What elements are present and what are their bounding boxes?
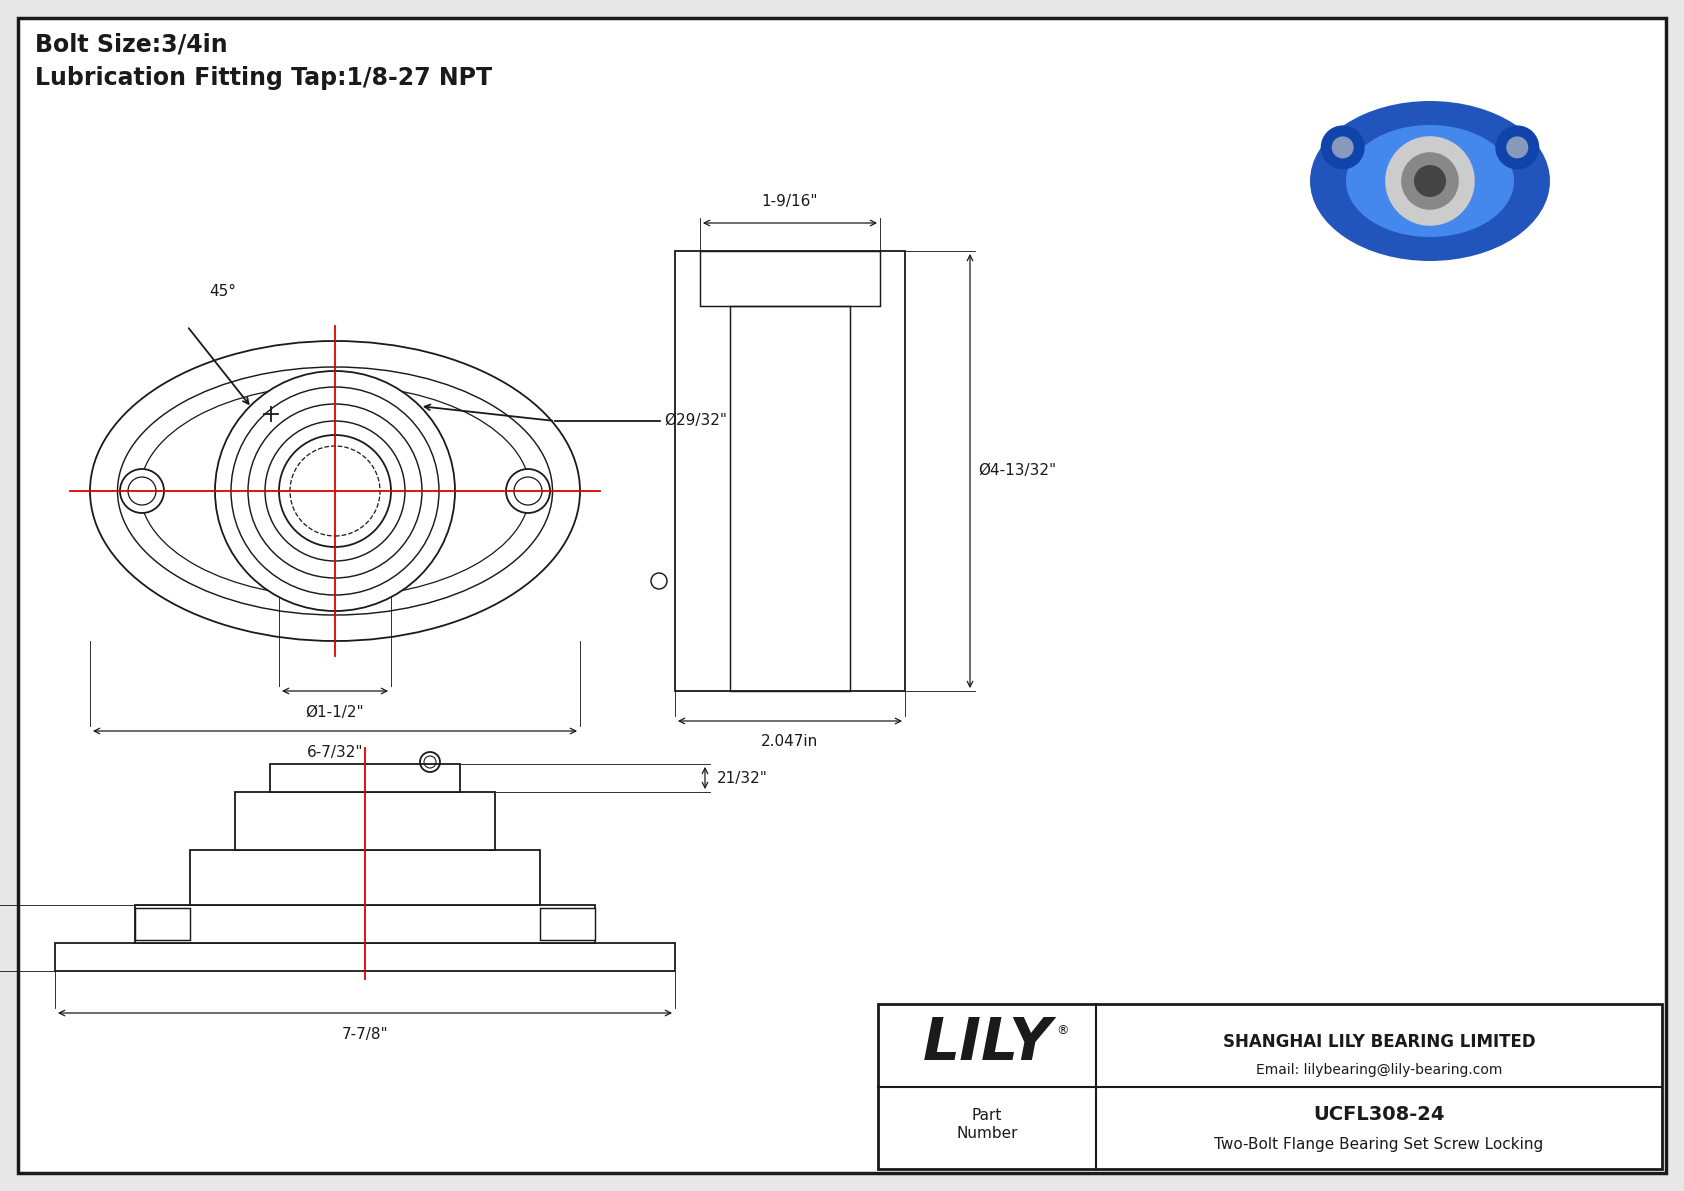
Text: Part
Number: Part Number	[957, 1109, 1017, 1141]
Circle shape	[280, 435, 391, 547]
Text: Two-Bolt Flange Bearing Set Screw Locking: Two-Bolt Flange Bearing Set Screw Lockin…	[1214, 1136, 1544, 1152]
Bar	[190, 850, 541, 905]
Circle shape	[1415, 166, 1447, 197]
Circle shape	[1401, 152, 1458, 210]
Text: 45°: 45°	[209, 283, 236, 299]
Bar	[701, 251, 881, 306]
Ellipse shape	[1346, 125, 1514, 237]
Circle shape	[1495, 125, 1539, 169]
Bar	[236, 792, 495, 850]
Circle shape	[1332, 137, 1354, 158]
Text: Bolt Size:3/4in: Bolt Size:3/4in	[35, 33, 227, 57]
Text: 7-7/8": 7-7/8"	[342, 1027, 389, 1042]
Text: 1-9/16": 1-9/16"	[761, 194, 818, 208]
Text: 2.047in: 2.047in	[761, 734, 818, 749]
Circle shape	[505, 469, 551, 513]
Text: Lubrication Fitting Tap:1/8-27 NPT: Lubrication Fitting Tap:1/8-27 NPT	[35, 66, 492, 91]
Text: Ø1-1/2": Ø1-1/2"	[306, 705, 364, 721]
Bar	[675, 251, 904, 691]
Text: Ø29/32": Ø29/32"	[663, 413, 727, 429]
Text: ®: ®	[1058, 1024, 1069, 1037]
Text: UCFL308-24: UCFL308-24	[1314, 1105, 1445, 1124]
Text: SHANGHAI LILY BEARING LIMITED: SHANGHAI LILY BEARING LIMITED	[1223, 1033, 1536, 1050]
Text: Email: lilybearing@lily-bearing.com: Email: lilybearing@lily-bearing.com	[1256, 1064, 1502, 1077]
Text: 6-7/32": 6-7/32"	[306, 746, 364, 760]
Bar	[729, 306, 850, 691]
Bar	[56, 943, 675, 971]
Text: Ø4-13/32": Ø4-13/32"	[978, 463, 1056, 479]
Text: LILY: LILY	[923, 1015, 1052, 1072]
Bar	[269, 763, 460, 792]
Bar	[135, 908, 190, 940]
Ellipse shape	[89, 341, 579, 641]
Bar	[877, 1004, 1662, 1170]
Bar	[541, 908, 594, 940]
Bar	[135, 905, 594, 943]
Text: 21/32": 21/32"	[717, 771, 768, 786]
Circle shape	[1320, 125, 1364, 169]
Circle shape	[120, 469, 163, 513]
Ellipse shape	[1310, 101, 1549, 261]
Circle shape	[216, 372, 455, 611]
Circle shape	[1505, 137, 1529, 158]
Circle shape	[1386, 136, 1475, 226]
